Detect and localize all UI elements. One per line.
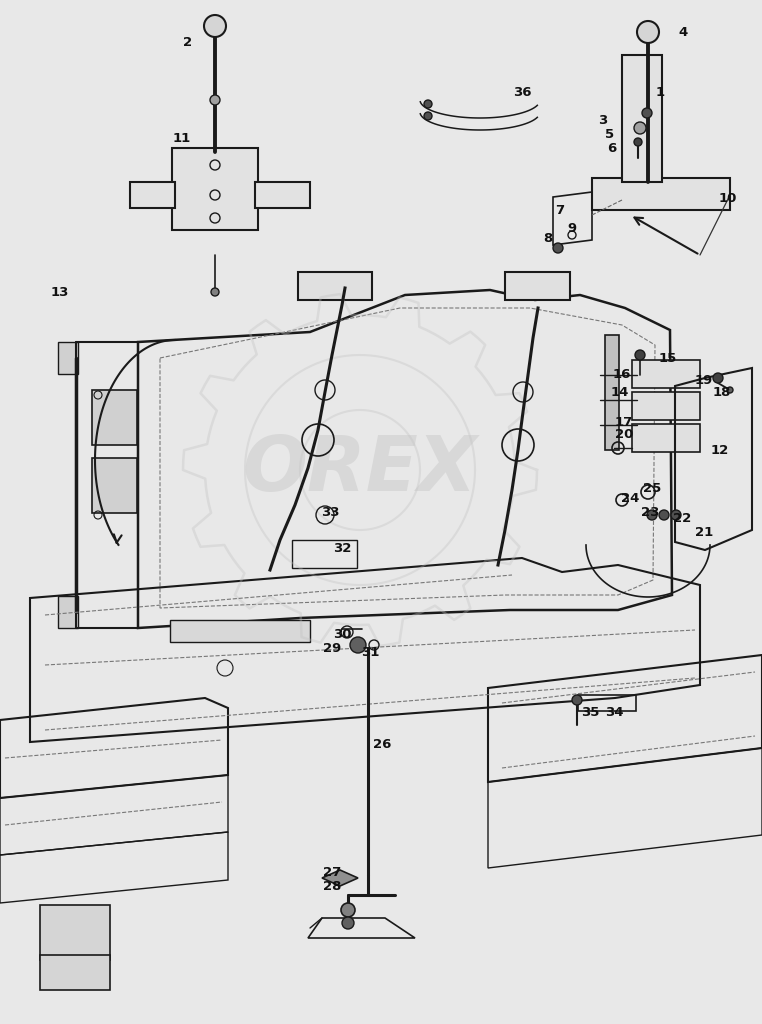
Text: 8: 8 [543, 231, 552, 245]
Text: 3: 3 [598, 114, 607, 127]
Bar [58, 342, 78, 374]
Circle shape [572, 695, 582, 705]
Circle shape [634, 122, 646, 134]
Text: 13: 13 [51, 286, 69, 299]
Circle shape [713, 373, 723, 383]
Circle shape [727, 387, 733, 393]
Text: 35: 35 [581, 706, 599, 719]
Text: 18: 18 [712, 386, 732, 399]
Text: 31: 31 [361, 645, 379, 658]
Bar [92, 458, 137, 513]
Polygon shape [172, 148, 258, 230]
Bar [292, 540, 357, 568]
Circle shape [635, 350, 645, 360]
Text: 7: 7 [555, 204, 565, 216]
Text: 16: 16 [613, 368, 631, 381]
Text: 36: 36 [513, 85, 531, 98]
Text: 32: 32 [333, 542, 351, 555]
Text: 27: 27 [323, 865, 341, 879]
Text: 22: 22 [673, 512, 691, 524]
Text: 25: 25 [643, 481, 661, 495]
Bar [58, 596, 78, 628]
Text: 5: 5 [606, 128, 615, 140]
Circle shape [553, 243, 563, 253]
Bar [605, 335, 619, 450]
Polygon shape [298, 272, 372, 300]
Text: 14: 14 [611, 386, 629, 399]
Bar [632, 424, 700, 452]
Bar [632, 360, 700, 388]
Circle shape [211, 288, 219, 296]
Polygon shape [592, 178, 730, 210]
Bar [632, 392, 700, 420]
Polygon shape [255, 182, 310, 208]
Circle shape [342, 918, 354, 929]
Text: 10: 10 [719, 191, 737, 205]
Circle shape [424, 112, 432, 120]
Circle shape [350, 637, 366, 653]
Circle shape [341, 903, 355, 918]
Circle shape [637, 22, 659, 43]
Polygon shape [322, 870, 358, 886]
Circle shape [671, 510, 681, 520]
Circle shape [642, 108, 652, 118]
Circle shape [659, 510, 669, 520]
Text: 6: 6 [607, 141, 616, 155]
Bar [40, 905, 110, 961]
Text: 28: 28 [323, 881, 341, 894]
Text: 15: 15 [659, 351, 677, 365]
Text: 1: 1 [655, 85, 664, 98]
Text: 21: 21 [695, 525, 713, 539]
Bar [170, 620, 310, 642]
Text: 19: 19 [695, 374, 713, 386]
Text: 12: 12 [711, 443, 729, 457]
Text: 24: 24 [621, 492, 639, 505]
Text: 4: 4 [678, 26, 687, 39]
Bar [40, 955, 110, 990]
Bar [92, 390, 137, 445]
Polygon shape [130, 182, 175, 208]
Circle shape [424, 100, 432, 108]
Circle shape [647, 510, 657, 520]
Text: 29: 29 [323, 641, 341, 654]
Text: 20: 20 [615, 428, 633, 441]
Bar [578, 695, 636, 711]
Text: 23: 23 [641, 506, 659, 518]
Polygon shape [505, 272, 570, 300]
Polygon shape [622, 55, 662, 182]
Circle shape [210, 95, 220, 105]
Text: 11: 11 [173, 131, 191, 144]
Text: 30: 30 [333, 629, 351, 641]
Circle shape [634, 138, 642, 146]
Text: 34: 34 [605, 706, 623, 719]
Text: 9: 9 [568, 221, 577, 234]
Circle shape [204, 15, 226, 37]
Text: 26: 26 [373, 738, 391, 752]
Text: 2: 2 [184, 36, 193, 48]
Text: 33: 33 [321, 507, 339, 519]
Text: OREX: OREX [242, 433, 477, 507]
Text: 17: 17 [615, 416, 633, 428]
